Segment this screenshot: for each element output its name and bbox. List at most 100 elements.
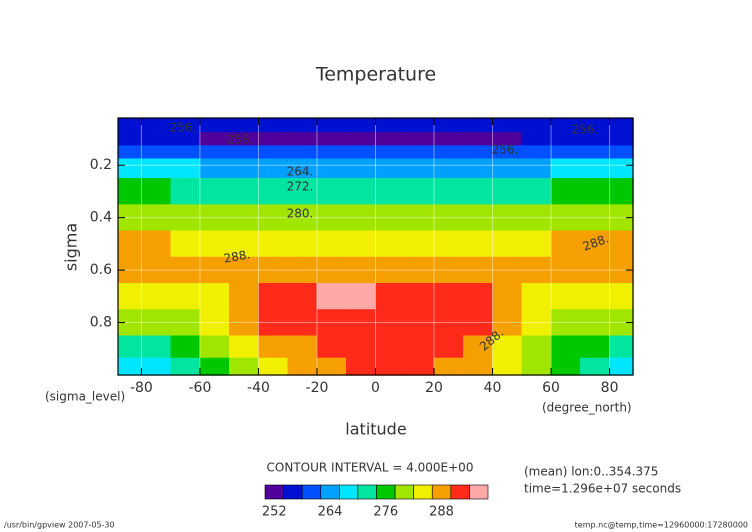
colorbar-box bbox=[283, 484, 303, 500]
contour-cell bbox=[609, 117, 634, 134]
contour-cell bbox=[433, 117, 464, 134]
contour-cell bbox=[433, 256, 464, 284]
contour-label: 272. bbox=[287, 180, 314, 194]
contour-cell bbox=[375, 204, 406, 232]
chart-title: Temperature bbox=[315, 64, 436, 86]
contour-cell bbox=[404, 117, 435, 134]
contour-cell bbox=[609, 145, 634, 160]
contour-cell bbox=[521, 335, 552, 359]
contour-cell bbox=[117, 132, 143, 147]
contour-label: 256. bbox=[170, 121, 197, 135]
contour-cell bbox=[404, 283, 435, 311]
contour-cell bbox=[117, 158, 143, 180]
contour-cell bbox=[375, 283, 406, 311]
contour-cell bbox=[199, 283, 230, 311]
contour-cell bbox=[316, 117, 347, 134]
contour-cell bbox=[550, 230, 582, 258]
contour-cell bbox=[433, 283, 464, 311]
contour-cell bbox=[141, 357, 172, 376]
colorbar-title: CONTOUR INTERVAL = 4.000E+00 bbox=[267, 461, 474, 475]
contour-cell bbox=[228, 283, 260, 311]
contour-cell bbox=[258, 357, 289, 376]
x-tick-label: -80 bbox=[130, 380, 153, 396]
contour-cell bbox=[170, 145, 201, 160]
contour-cell bbox=[287, 230, 318, 258]
contour-cell bbox=[492, 117, 523, 134]
x-axis-label: latitude bbox=[345, 420, 406, 439]
contour-cell bbox=[521, 283, 552, 311]
contour-cell bbox=[375, 335, 406, 359]
contour-cell bbox=[117, 283, 143, 311]
contour-cell bbox=[404, 132, 435, 147]
contour-cell bbox=[287, 357, 318, 376]
contour-label: 256. bbox=[227, 133, 254, 147]
contour-cell bbox=[228, 335, 260, 359]
contour-cell bbox=[199, 178, 230, 206]
contour-cell bbox=[521, 256, 552, 284]
contour-cell bbox=[580, 158, 611, 180]
contour-cell bbox=[404, 357, 435, 376]
colorbar-box bbox=[431, 484, 452, 500]
contour-cell bbox=[141, 178, 172, 206]
contour-cell bbox=[346, 283, 377, 311]
colorbar-box bbox=[357, 484, 377, 500]
contour-cell bbox=[550, 335, 582, 359]
contour-cell bbox=[287, 256, 318, 284]
contour-cell bbox=[463, 357, 494, 376]
contour-cell bbox=[346, 178, 377, 206]
colorbar-tick-label: 264 bbox=[318, 505, 343, 520]
contour-cell bbox=[170, 178, 201, 206]
contour-cell bbox=[228, 145, 260, 160]
contour-cell bbox=[375, 117, 406, 134]
contour-cell bbox=[199, 335, 230, 359]
contour-cell bbox=[580, 309, 611, 337]
contour-cell bbox=[375, 145, 406, 160]
contour-cell bbox=[346, 230, 377, 258]
contour-cell bbox=[580, 283, 611, 311]
footer: temp.nc@temp,time=12960000:17280000 bbox=[575, 521, 748, 530]
contour-cell bbox=[492, 230, 523, 258]
contour-cell bbox=[404, 230, 435, 258]
contour-cell bbox=[463, 132, 494, 147]
contour-cell bbox=[141, 145, 172, 160]
contour-cell bbox=[433, 145, 464, 160]
contour-cell bbox=[117, 230, 143, 258]
contour-cell bbox=[550, 204, 582, 232]
contour-cell bbox=[550, 309, 582, 337]
contour-cell bbox=[550, 283, 582, 311]
contour-cell bbox=[258, 283, 289, 311]
colorbar-tick-label: 288 bbox=[429, 505, 454, 520]
contour-cell bbox=[492, 283, 523, 311]
contour-cell bbox=[463, 158, 494, 180]
x-tick-label: -40 bbox=[247, 380, 270, 396]
contour-cell bbox=[316, 283, 347, 311]
contour-cell bbox=[375, 178, 406, 206]
note: (mean) lon:0..354.375 bbox=[524, 465, 658, 479]
contour-cell bbox=[404, 145, 435, 160]
contour-cell bbox=[170, 256, 201, 284]
contour-cell bbox=[375, 357, 406, 376]
contour-cell bbox=[258, 230, 289, 258]
contour-cell bbox=[609, 230, 634, 258]
contour-cell bbox=[375, 132, 406, 147]
contour-cell bbox=[170, 283, 201, 311]
contour-cell bbox=[287, 309, 318, 337]
contour-cell bbox=[404, 335, 435, 359]
contour-cell bbox=[287, 117, 318, 134]
footer: /usr/bin/gpview 2007-05-30 bbox=[4, 521, 115, 530]
contour-label: 280. bbox=[287, 207, 314, 221]
contour-cell bbox=[199, 357, 230, 376]
contour-cell bbox=[228, 309, 260, 337]
contour-cell bbox=[492, 256, 523, 284]
contour-cell bbox=[287, 204, 318, 232]
contour-cell bbox=[287, 145, 318, 160]
contour-label: 264. bbox=[287, 165, 314, 179]
contour-cell bbox=[463, 204, 494, 232]
contour-cell bbox=[433, 178, 464, 206]
contour-cell bbox=[463, 145, 494, 160]
contour-cell bbox=[287, 132, 318, 147]
contour-cell bbox=[550, 145, 582, 160]
x-tick-label: 20 bbox=[425, 380, 443, 396]
contour-cell bbox=[521, 204, 552, 232]
contour-cell bbox=[463, 178, 494, 206]
